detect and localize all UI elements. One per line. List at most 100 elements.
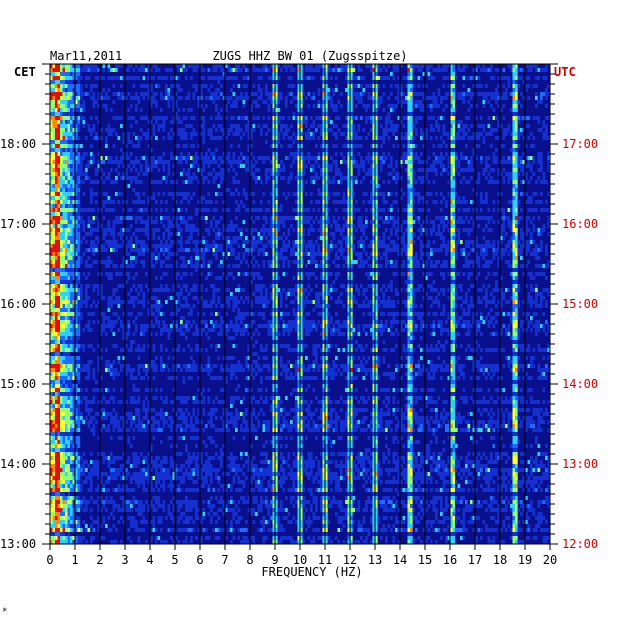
heatmap-cell [190, 264, 193, 268]
heatmap-cell [347, 104, 351, 108]
heatmap-cell [425, 68, 428, 72]
heatmap-cell [347, 268, 351, 272]
heatmap-cell [107, 124, 111, 128]
heatmap-cell [390, 92, 393, 96]
heatmap-cell [425, 96, 428, 100]
heatmap-cell [325, 180, 328, 184]
heatmap-cell [285, 64, 288, 68]
heatmap-cell [472, 148, 476, 152]
heatmap-cell [382, 200, 386, 204]
heatmap-cell [430, 128, 433, 132]
heatmap-cell [122, 92, 126, 96]
heatmap-cell [205, 152, 208, 156]
heatmap-cell [267, 96, 271, 100]
heatmap-cell [462, 84, 466, 88]
heatmap-cell [412, 192, 416, 196]
heatmap-cell [492, 208, 496, 212]
heatmap-cell [282, 240, 286, 244]
heatmap-cell [77, 64, 81, 68]
heatmap-cell [70, 108, 73, 112]
heatmap-cell [407, 208, 411, 212]
heatmap-cell [257, 96, 261, 100]
heatmap-cell [117, 220, 121, 224]
heatmap-cell [292, 192, 296, 196]
heatmap-cell [300, 156, 303, 160]
heatmap-cell [322, 96, 326, 100]
heatmap-cell [117, 244, 121, 248]
heatmap-cell [215, 276, 218, 280]
heatmap-cell [77, 236, 81, 240]
heatmap-cell [52, 136, 56, 140]
heatmap-cell [62, 92, 66, 96]
heatmap-cell [450, 228, 453, 232]
heatmap-cell [520, 180, 523, 184]
heatmap-cell [350, 264, 353, 268]
heatmap-cell [487, 116, 491, 120]
heatmap-cell [310, 272, 313, 276]
heatmap-cell [372, 184, 376, 188]
heatmap-cell [50, 172, 53, 176]
heatmap-cell [432, 76, 436, 80]
heatmap-cell [60, 232, 63, 236]
heatmap-cell [435, 248, 438, 252]
heatmap-cell [275, 220, 278, 224]
heatmap-cell [207, 160, 211, 164]
heatmap-cell [310, 116, 313, 120]
heatmap-cell [470, 248, 473, 252]
heatmap-cell [530, 164, 533, 168]
heatmap-cell [322, 76, 326, 80]
heatmap-cell [297, 232, 301, 236]
heatmap-cell [537, 120, 541, 124]
heatmap-cell [137, 192, 141, 196]
heatmap-cell [515, 216, 518, 220]
heatmap-cell [85, 64, 88, 68]
heatmap-cell [317, 164, 321, 168]
heatmap-cell [72, 248, 76, 252]
heatmap-cell [272, 224, 276, 228]
heatmap-cell [515, 208, 518, 212]
heatmap-cell [190, 116, 193, 120]
heatmap-cell [160, 276, 163, 280]
heatmap-cell [472, 92, 476, 96]
heatmap-cell [442, 196, 446, 200]
heatmap-cell [410, 252, 413, 256]
heatmap-cell [345, 220, 348, 224]
heatmap-cell [67, 108, 71, 112]
heatmap-cell [540, 96, 543, 100]
heatmap-cell [267, 240, 271, 244]
heatmap-cell [425, 272, 428, 276]
heatmap-cell [62, 216, 66, 220]
heatmap-cell [275, 252, 278, 256]
heatmap-cell [370, 164, 373, 168]
heatmap-cell [115, 192, 118, 196]
heatmap-cell [347, 76, 351, 80]
heatmap-cell [67, 72, 71, 76]
heatmap-cell [107, 244, 111, 248]
heatmap-cell [412, 256, 416, 260]
heatmap-cell [62, 276, 66, 280]
heatmap-cell [155, 216, 158, 220]
heatmap-cell [515, 204, 518, 208]
heatmap-cell [370, 172, 373, 176]
heatmap-cell [450, 272, 453, 276]
heatmap-cell [322, 200, 326, 204]
heatmap-cell [215, 104, 218, 108]
heatmap-cell [512, 144, 516, 148]
heatmap-cell [470, 96, 473, 100]
heatmap-cell [415, 144, 418, 148]
heatmap-cell [95, 132, 98, 136]
heatmap-cell [62, 204, 66, 208]
heatmap-cell [500, 216, 503, 220]
heatmap-cell [75, 124, 78, 128]
heatmap-cell [142, 84, 146, 88]
heatmap-cell [407, 104, 411, 108]
heatmap-cell [62, 220, 66, 224]
heatmap-cell [320, 104, 323, 108]
heatmap-cell [170, 68, 173, 72]
heatmap-cell [360, 236, 363, 240]
heatmap-cell [60, 276, 63, 280]
heatmap-cell [295, 104, 298, 108]
heatmap-cell [337, 128, 341, 132]
heatmap-cell [465, 168, 468, 172]
heatmap-cell [322, 268, 326, 272]
